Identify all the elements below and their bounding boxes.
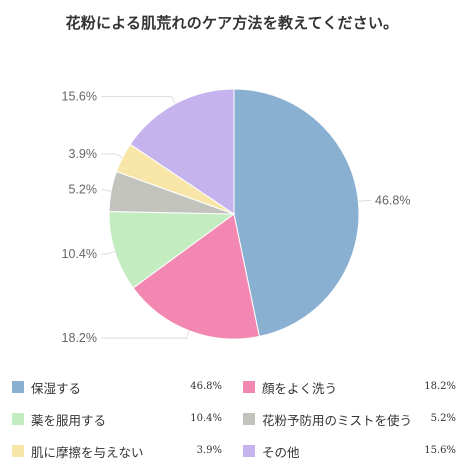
legend-value: 46.8% bbox=[190, 381, 222, 392]
slice-label-1: 46.8% bbox=[375, 193, 410, 207]
chart-title: 花粉による肌荒れのケア方法を教えてください。 bbox=[65, 14, 399, 32]
pie-chart: 46.8% 18.2% 10.4% 5.2% 3.9% 15.6% bbox=[62, 88, 411, 346]
legend-swatch bbox=[12, 445, 24, 457]
legend-item[interactable]: 肌に摩擦を与えない bbox=[12, 440, 144, 462]
slice-label-6: 15.6% bbox=[62, 90, 97, 104]
pie-slice-3[interactable] bbox=[108, 210, 236, 289]
legend-label: 花粉予防用のミストを使う bbox=[262, 412, 413, 428]
slice-label-4: 5.2% bbox=[69, 183, 98, 197]
legend-swatch bbox=[243, 413, 255, 425]
legend-value: 3.9% bbox=[196, 445, 222, 456]
leader-line-1 bbox=[358, 199, 371, 202]
legend-label: 顔をよく洗う bbox=[262, 380, 338, 396]
legend-label: その他 bbox=[262, 444, 300, 460]
legend-value: 10.4% bbox=[190, 413, 222, 424]
legend-swatch bbox=[12, 381, 24, 393]
legend-value: 15.6% bbox=[424, 445, 456, 456]
leader-line-5 bbox=[101, 153, 123, 158]
legend-label: 肌に摩擦を与えない bbox=[31, 444, 144, 460]
leader-lines bbox=[101, 96, 371, 339]
legend-value: 5.2% bbox=[430, 413, 456, 424]
pie-slice-1[interactable] bbox=[233, 88, 360, 338]
slice-label-5: 3.9% bbox=[69, 147, 98, 161]
slice-label-2: 18.2% bbox=[62, 331, 97, 345]
legend-swatch bbox=[243, 381, 255, 393]
slice-labels: 46.8% 18.2% 10.4% 5.2% 3.9% 15.6% bbox=[62, 90, 411, 346]
legend-value: 18.2% bbox=[424, 381, 456, 392]
pie-slice-2[interactable] bbox=[132, 213, 260, 340]
leader-line-2 bbox=[101, 330, 190, 339]
leader-line-6 bbox=[101, 96, 176, 104]
legend-item[interactable]: 薬を服用する bbox=[12, 408, 106, 430]
pie-slice-6[interactable] bbox=[129, 88, 235, 215]
legend-swatch bbox=[243, 445, 255, 457]
slice-label-3: 10.4% bbox=[62, 247, 97, 261]
legend: 保湿する 46.8% 顔をよく洗う 18.2% 薬を服用する 10.4% 花粉予防用のミスト… bbox=[0, 368, 464, 467]
legend-item[interactable]: その他 bbox=[243, 440, 300, 462]
legend-label: 保湿する bbox=[31, 380, 82, 396]
leader-line-3 bbox=[101, 251, 115, 255]
legend-label: 薬を服用する bbox=[31, 412, 107, 428]
legend-item[interactable]: 花粉予防用のミストを使う bbox=[243, 408, 412, 430]
leader-line-4 bbox=[101, 189, 112, 192]
pie-slices bbox=[108, 88, 360, 340]
legend-item[interactable]: 顔をよく洗う bbox=[243, 376, 337, 398]
legend-item[interactable]: 保湿する bbox=[12, 376, 81, 398]
legend-swatch bbox=[12, 413, 24, 425]
